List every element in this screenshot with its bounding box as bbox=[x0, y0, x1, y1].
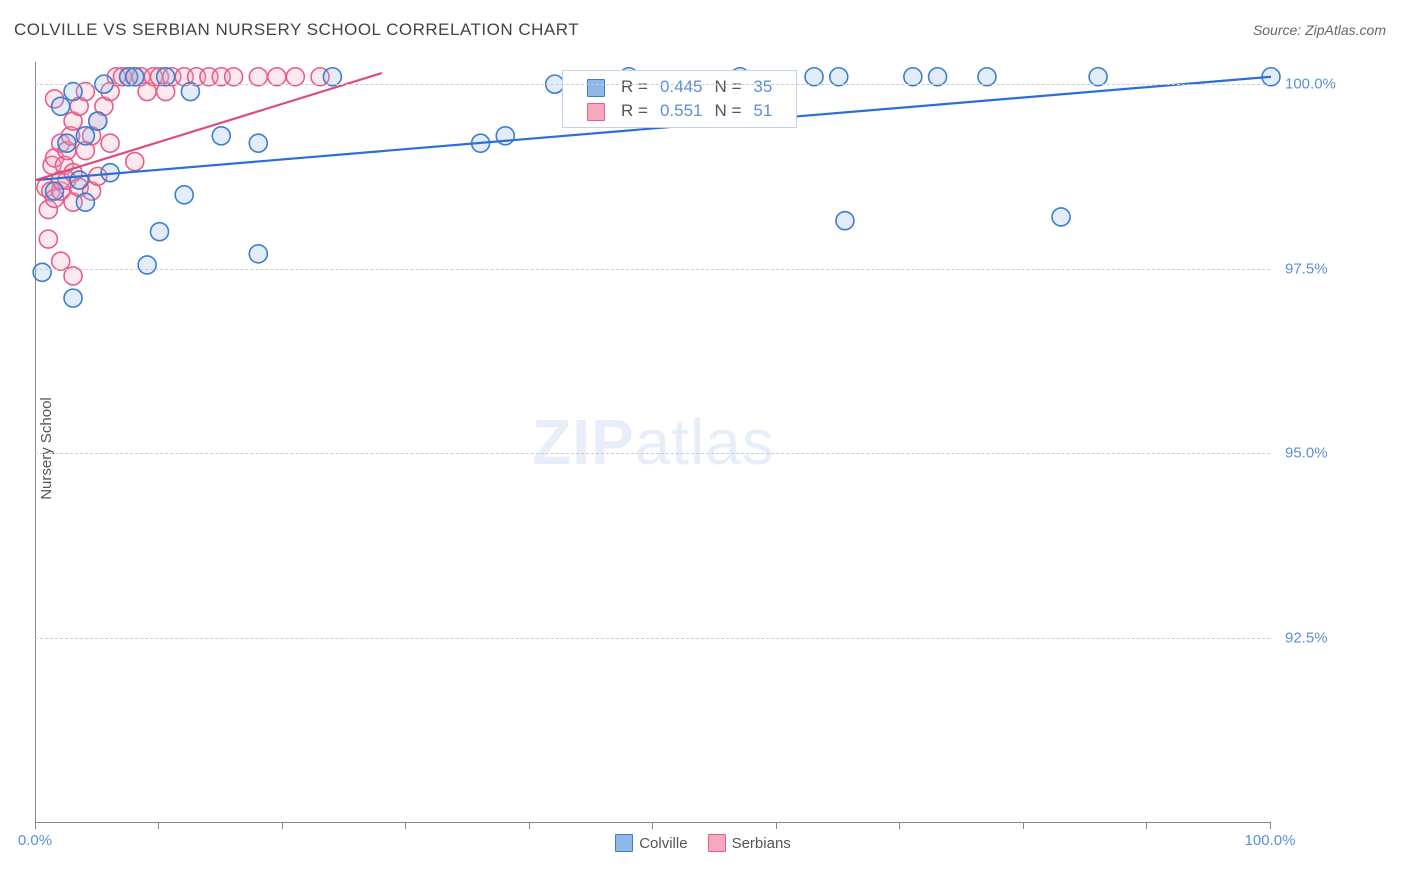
x-tick bbox=[776, 822, 777, 829]
y-axis-label: Nursery School bbox=[38, 397, 55, 500]
data-point bbox=[1052, 208, 1070, 226]
data-point bbox=[249, 134, 267, 152]
data-point bbox=[52, 97, 70, 115]
x-tick-label: 100.0% bbox=[1245, 832, 1296, 849]
stats-swatch-serbians bbox=[587, 103, 605, 121]
data-point bbox=[157, 68, 175, 86]
x-tick bbox=[158, 822, 159, 829]
data-point bbox=[175, 186, 193, 204]
gridline bbox=[35, 84, 1270, 85]
gridline bbox=[35, 638, 1270, 639]
x-tick bbox=[529, 822, 530, 829]
stats-box: R = 0.445 N = 35 R = 0.551 N = 51 bbox=[562, 70, 797, 128]
data-point bbox=[64, 83, 82, 101]
y-tick-label: 95.0% bbox=[1285, 445, 1328, 462]
legend-swatch-colville bbox=[615, 834, 633, 852]
x-tick bbox=[405, 822, 406, 829]
data-point bbox=[101, 134, 119, 152]
data-point bbox=[929, 68, 947, 86]
data-point bbox=[138, 256, 156, 274]
y-tick-label: 92.5% bbox=[1285, 629, 1328, 646]
legend-item-colville: Colville bbox=[615, 834, 687, 852]
legend-label-serbians: Serbians bbox=[732, 835, 791, 852]
legend-bottom: Colville Serbians bbox=[0, 834, 1406, 852]
data-point bbox=[268, 68, 286, 86]
gridline bbox=[35, 453, 1270, 454]
data-point bbox=[836, 212, 854, 230]
data-point bbox=[805, 68, 823, 86]
data-point bbox=[151, 223, 169, 241]
data-point bbox=[64, 267, 82, 285]
data-point bbox=[33, 263, 51, 281]
data-point bbox=[39, 230, 57, 248]
x-tick bbox=[899, 822, 900, 829]
plot-svg bbox=[36, 62, 1271, 822]
chart-title: COLVILLE VS SERBIAN NURSERY SCHOOL CORRE… bbox=[14, 20, 579, 40]
plot-area: ZIPatlas bbox=[35, 62, 1271, 823]
y-tick-label: 100.0% bbox=[1285, 76, 1336, 93]
data-point bbox=[830, 68, 848, 86]
source-label: Source: bbox=[1253, 22, 1301, 38]
data-point bbox=[64, 289, 82, 307]
gridline bbox=[35, 269, 1270, 270]
stats-row-colville: R = 0.445 N = 35 bbox=[581, 75, 778, 99]
x-tick-label: 0.0% bbox=[18, 832, 52, 849]
data-point bbox=[181, 83, 199, 101]
data-point bbox=[323, 68, 341, 86]
stats-swatch-colville bbox=[587, 79, 605, 97]
data-point bbox=[978, 68, 996, 86]
x-tick bbox=[1023, 822, 1024, 829]
legend-label-colville: Colville bbox=[639, 835, 687, 852]
data-point bbox=[76, 127, 94, 145]
data-point bbox=[249, 245, 267, 263]
stats-row-serbians: R = 0.551 N = 51 bbox=[581, 99, 778, 123]
data-point bbox=[1089, 68, 1107, 86]
source-attribution: Source: ZipAtlas.com bbox=[1253, 22, 1386, 38]
y-tick-label: 97.5% bbox=[1285, 260, 1328, 277]
x-tick bbox=[1146, 822, 1147, 829]
data-point bbox=[58, 134, 76, 152]
data-point bbox=[70, 171, 88, 189]
data-point bbox=[212, 127, 230, 145]
data-point bbox=[89, 112, 107, 130]
x-tick bbox=[282, 822, 283, 829]
x-tick bbox=[1270, 822, 1271, 829]
data-point bbox=[52, 252, 70, 270]
data-point bbox=[904, 68, 922, 86]
legend-swatch-serbians bbox=[708, 834, 726, 852]
data-point bbox=[249, 68, 267, 86]
data-point bbox=[225, 68, 243, 86]
source-value: ZipAtlas.com bbox=[1305, 22, 1386, 38]
data-point bbox=[76, 193, 94, 211]
data-point bbox=[126, 68, 144, 86]
x-tick bbox=[35, 822, 36, 829]
legend-item-serbians: Serbians bbox=[708, 834, 791, 852]
data-point bbox=[46, 182, 64, 200]
data-point bbox=[126, 153, 144, 171]
data-point bbox=[286, 68, 304, 86]
x-tick bbox=[652, 822, 653, 829]
